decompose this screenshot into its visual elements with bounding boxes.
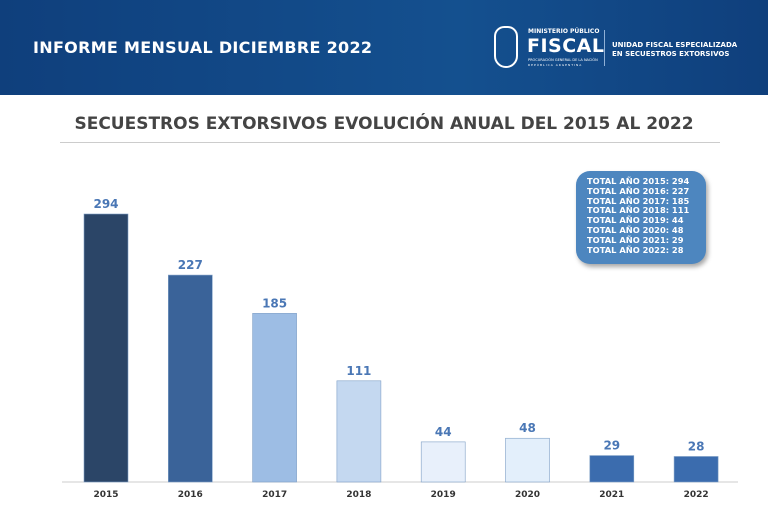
value-label: 111 <box>346 364 371 378</box>
report-title: INFORME MENSUAL DICIEMBRE 2022 <box>33 38 373 57</box>
value-label: 29 <box>603 439 620 453</box>
divider <box>60 142 720 143</box>
logo-text: FISCAL <box>527 35 605 57</box>
fiscal-logo: MINISTERIO PÚBLICO FISCAL PROCURACIÓN GE… <box>494 26 604 70</box>
bar-2017 <box>252 313 297 483</box>
value-label: 48 <box>519 421 536 435</box>
unit-line: EN SECUESTROS EXTORSIVOS <box>612 50 730 58</box>
header: INFORME MENSUAL DICIEMBRE 2022 MINISTERI… <box>0 0 768 95</box>
value-label: 185 <box>262 296 287 310</box>
x-tick-label: 2021 <box>599 490 624 500</box>
summary-line: TOTAL AÑO 2020: 48 <box>587 224 684 235</box>
value-label: 227 <box>178 258 203 272</box>
value-label: 294 <box>93 197 118 211</box>
summary-box: TOTAL AÑO 2015: 294 TOTAL AÑO 2016: 227 TO… <box>576 171 706 264</box>
x-tick-label: 2016 <box>178 490 203 500</box>
summary-line: TOTAL AÑO 2022: 28 <box>587 244 684 255</box>
emblem-icon <box>494 26 518 68</box>
logo-text: MINISTERIO PÚBLICO <box>528 28 600 35</box>
unit-line: UNIDAD FISCAL ESPECIALIZADA <box>612 41 738 49</box>
summary-line: TOTAL AÑO 2015: 294 <box>587 176 690 186</box>
summary-line: TOTAL AÑO 2018: 111 <box>587 205 690 216</box>
summary-line: TOTAL AÑO 2016: 227 <box>587 185 690 196</box>
unit-name: UNIDAD FISCAL ESPECIALIZADA EN SECUESTROS… <box>612 41 737 59</box>
value-label: 44 <box>435 425 452 439</box>
logo-text: PROCURACIÓN GENERAL DE LA NACIÓN <box>528 58 598 62</box>
bar-2021 <box>589 455 635 483</box>
bar-2019 <box>420 441 466 483</box>
bar-2016 <box>168 274 213 483</box>
summary-line: TOTAL AÑO 2017: 185 <box>587 195 690 206</box>
bar-2022 <box>673 456 719 483</box>
logo-text: REPÚBLICA ARGENTINA <box>528 63 583 67</box>
bar-2018 <box>336 380 382 483</box>
summary-line: TOTAL AÑO 2021: 29 <box>587 234 684 245</box>
summary-line: TOTAL AÑO 2019: 44 <box>587 215 684 226</box>
x-tick-label: 2020 <box>515 490 540 500</box>
bar-2015 <box>83 213 129 483</box>
chart-title: SECUESTROS EXTORSIVOS EVOLUCIÓN ANUAL DE… <box>74 114 694 134</box>
divider <box>604 30 605 66</box>
x-tick-label: 2017 <box>262 490 287 500</box>
x-tick-label: 2015 <box>93 490 118 500</box>
value-label: 28 <box>688 439 705 453</box>
x-tick-label: 2018 <box>346 490 371 500</box>
bar-2020 <box>505 437 550 483</box>
x-tick-label: 2019 <box>431 490 456 500</box>
x-tick-label: 2022 <box>684 490 709 500</box>
